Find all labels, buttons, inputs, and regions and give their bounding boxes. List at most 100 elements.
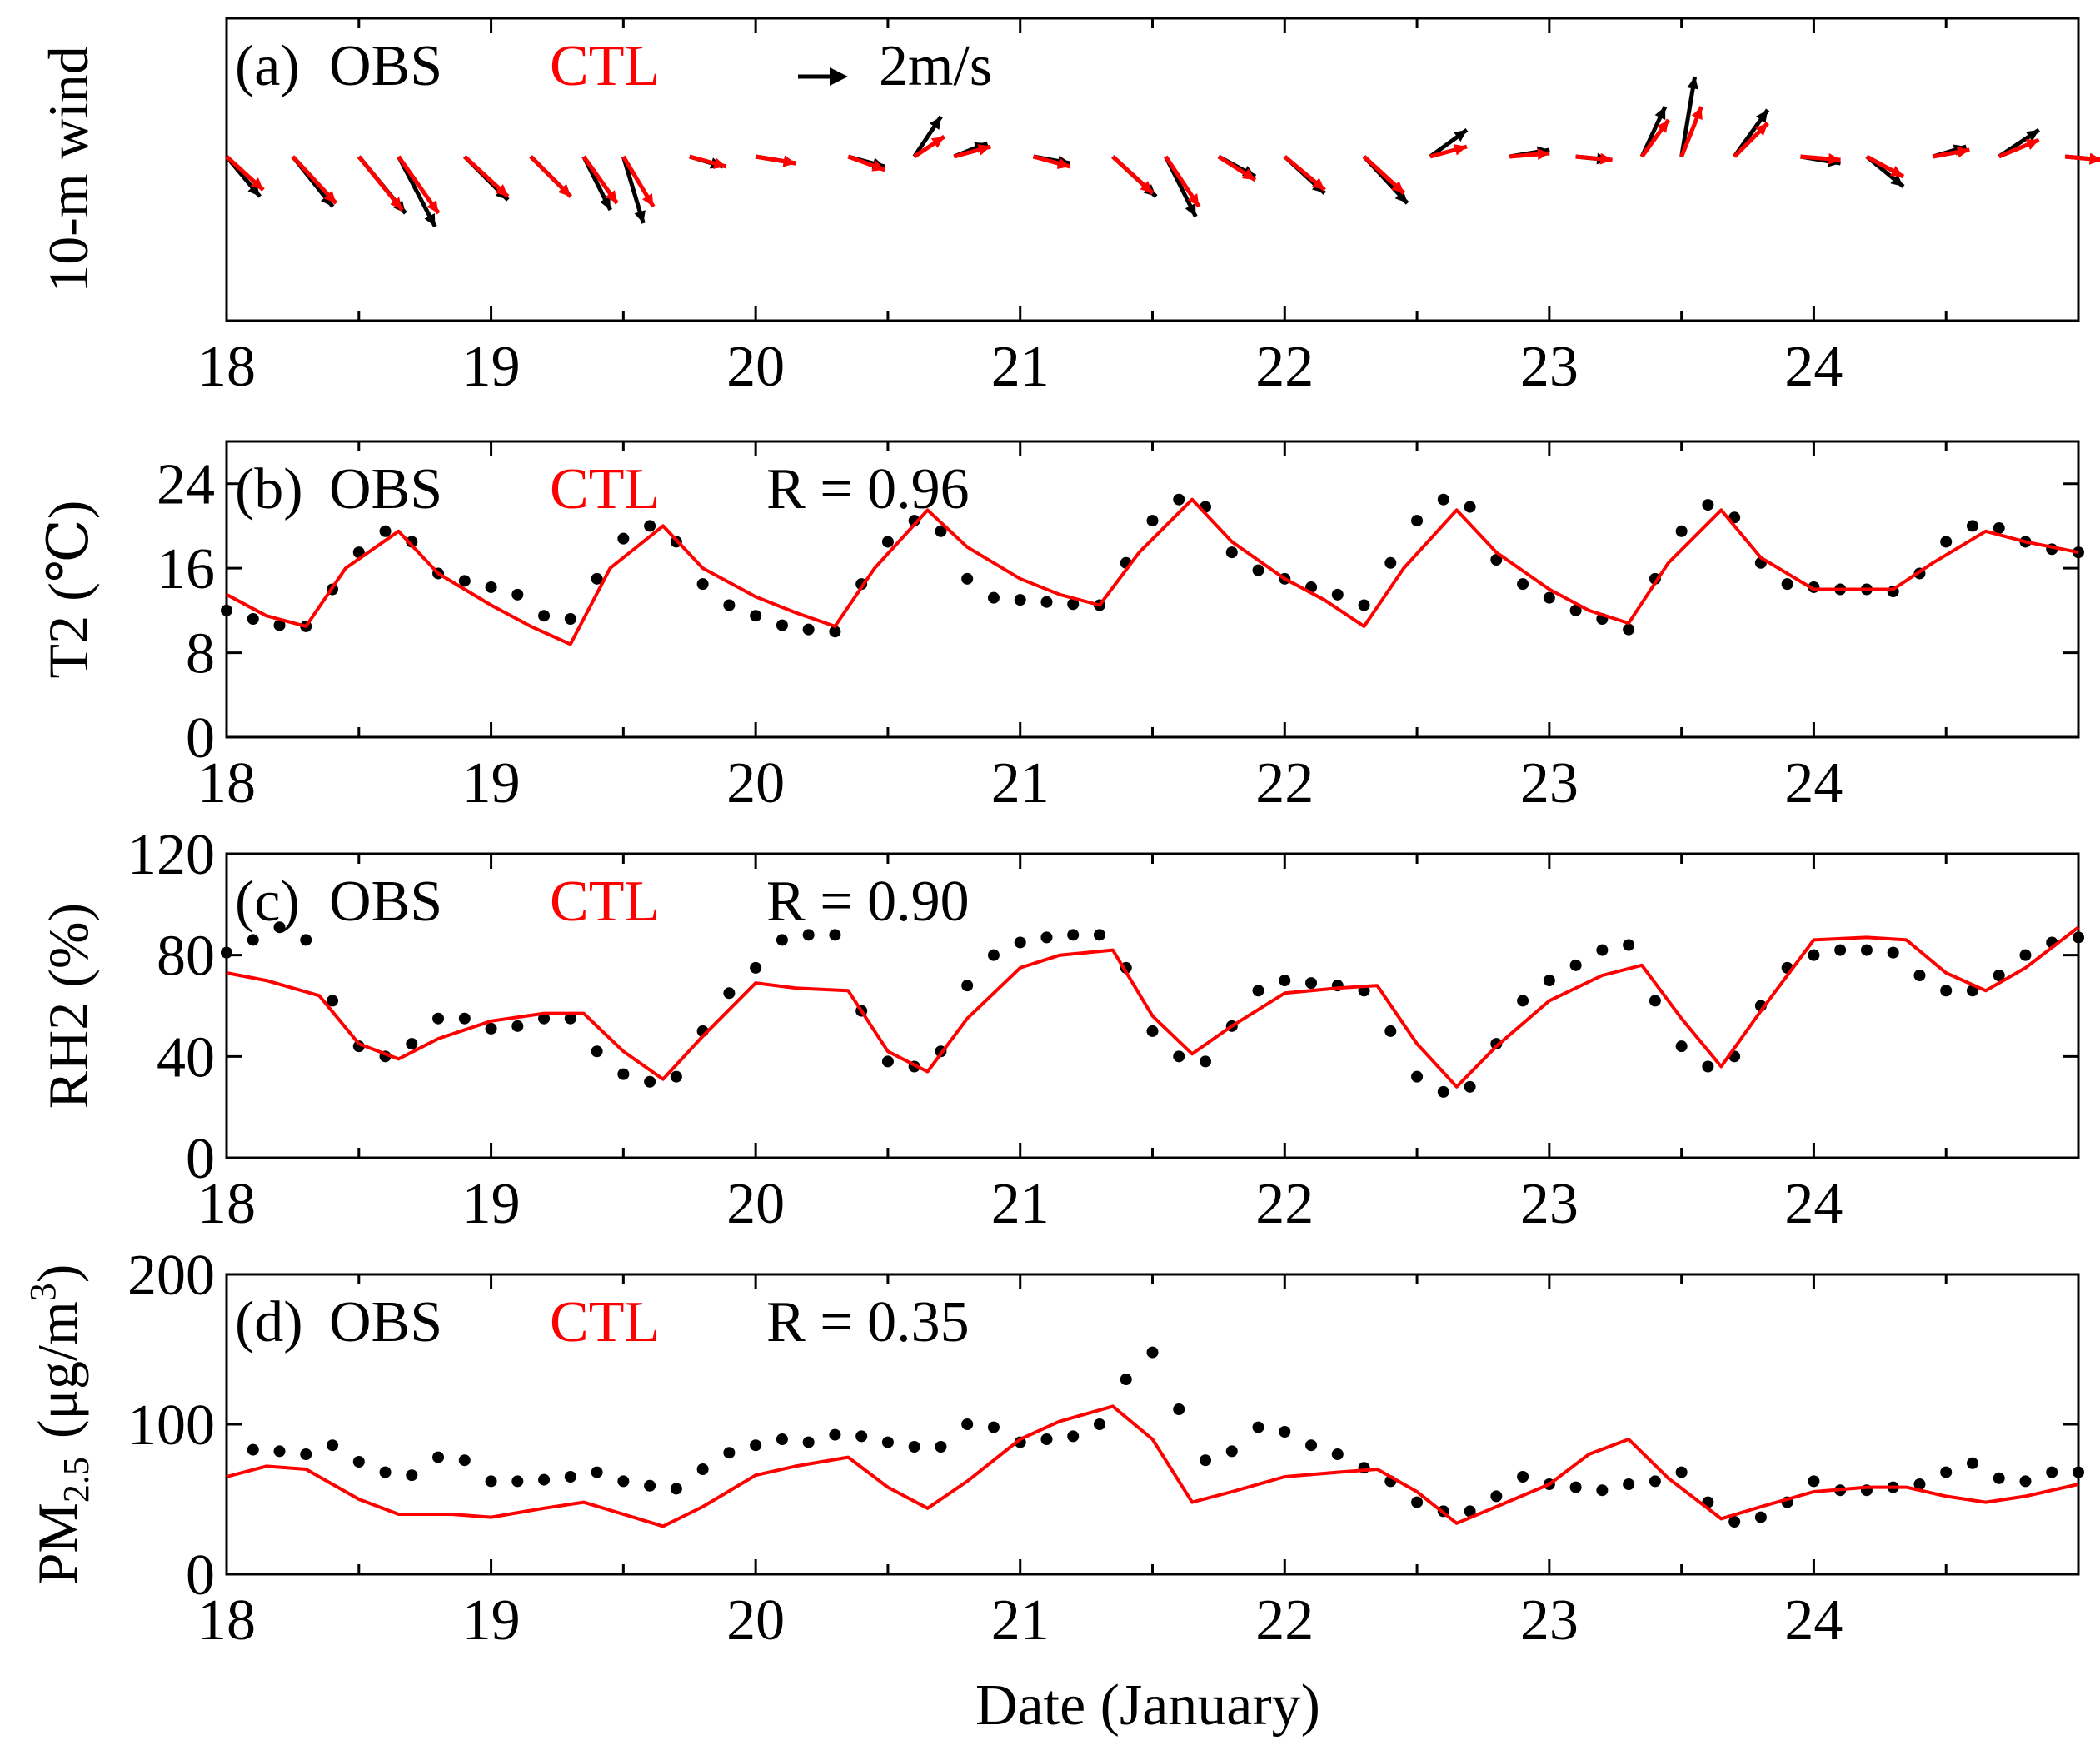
obs-point — [1993, 1472, 2005, 1484]
obs-point — [1940, 985, 1953, 997]
obs-point — [1675, 525, 1688, 537]
correlation-label: R = 0.35 — [766, 1290, 970, 1354]
obs-point — [908, 1441, 920, 1453]
obs-point — [1490, 1038, 1503, 1050]
ctl-arrow-head — [782, 155, 796, 167]
ctl-arrow-head — [713, 157, 726, 169]
ctl-line — [226, 1404, 2079, 1528]
obs-point — [1517, 995, 1529, 1007]
obs-point — [1146, 1346, 1159, 1359]
obs-point — [2073, 931, 2084, 944]
x-tick-label: 22 — [1255, 1172, 1314, 1236]
x-tick-label: 23 — [1520, 1588, 1579, 1653]
y-tick-label: 0 — [186, 1543, 215, 1608]
ctl-arrow-head — [1537, 148, 1550, 161]
obs-arrow-head — [600, 197, 611, 210]
x-tick-label: 20 — [726, 1172, 785, 1236]
obs-point — [1464, 1505, 1476, 1518]
obs-point — [1437, 1085, 1449, 1098]
y-tick-label: 80 — [157, 925, 215, 989]
obs-point — [723, 987, 736, 1000]
obs-point — [802, 623, 815, 636]
panel-a: 18 19 20 21 22 23 24 10-m wind (a) OBS CTL 2m/s — [37, 17, 2100, 399]
obs-point — [829, 929, 841, 941]
y-label-sub: 2.5 — [56, 1457, 97, 1503]
obs-point — [379, 1466, 392, 1478]
ctl-arrow-head — [495, 184, 508, 197]
x-tick-label: 24 — [1784, 1172, 1843, 1236]
obs-point — [432, 1012, 445, 1025]
obs-point — [406, 536, 418, 548]
obs-point — [670, 1483, 682, 1495]
panel-label: (b) — [235, 457, 303, 521]
legend-obs: OBS — [329, 457, 442, 521]
obs-point — [1702, 499, 1714, 511]
y-tick-label: 40 — [157, 1025, 215, 1089]
obs-point — [1173, 1403, 1185, 1415]
panel-label: (a) — [235, 34, 300, 98]
obs-point — [1517, 578, 1529, 591]
obs-point — [1543, 975, 1555, 987]
y-tick-label: 0 — [186, 1127, 215, 1191]
obs-arrow-head — [1454, 130, 1467, 142]
obs-point — [1913, 1478, 1926, 1490]
ctl-arrow-head — [1454, 144, 1467, 156]
x-tick-label: 20 — [726, 1588, 785, 1653]
obs-point — [2019, 1475, 2032, 1488]
obs-point — [1225, 1445, 1238, 1458]
ctl-line — [226, 925, 2080, 1089]
y-tick-label: 16 — [157, 537, 215, 601]
obs-point — [1860, 944, 1873, 956]
ctl-arrow-head — [1889, 165, 1903, 177]
ctl-arrow-head — [1056, 157, 1070, 169]
panel-label: (d) — [235, 1290, 303, 1354]
obs-point — [485, 1022, 497, 1035]
x-tick-label: 18 — [197, 751, 256, 815]
obs-point — [987, 949, 1000, 961]
legend-ctl: CTL — [550, 457, 660, 521]
x-tick-label: 19 — [462, 751, 521, 815]
y-tick-label: 100 — [127, 1394, 215, 1458]
obs-arrow-head — [1185, 203, 1196, 217]
obs-point — [300, 1448, 312, 1460]
legend-obs: OBS — [329, 34, 442, 98]
x-tick-label: 21 — [991, 1172, 1050, 1236]
obs-point — [564, 1471, 576, 1483]
ctl-arrow-head — [390, 197, 402, 210]
correlation-label: R = 0.90 — [766, 870, 970, 934]
obs-point — [750, 610, 762, 622]
obs-point — [485, 581, 497, 593]
plot-frame — [225, 1273, 2080, 1576]
obs-point — [458, 1454, 471, 1467]
obs-point — [1358, 599, 1370, 611]
y-label-close: ) — [26, 1264, 89, 1284]
obs-point — [406, 1038, 418, 1050]
obs-point — [327, 995, 339, 1007]
ctl-line — [226, 497, 2079, 646]
obs-arrow-head — [1756, 110, 1768, 123]
ctl-arrow-head — [1755, 123, 1768, 137]
obs-point — [1411, 515, 1424, 527]
obs-point — [1437, 493, 1449, 506]
x-tick-label: 19 — [462, 1588, 521, 1653]
obs-point — [485, 1475, 497, 1488]
obs-point — [1384, 556, 1397, 569]
obs-point — [1490, 554, 1503, 566]
obs-point — [1940, 1466, 1953, 1478]
obs-point — [1093, 929, 1105, 941]
ctl-arrow-head — [641, 193, 654, 207]
obs-point — [1623, 939, 1635, 951]
obs-point — [1808, 1475, 1820, 1488]
obs-point — [352, 1456, 365, 1468]
obs-point — [247, 934, 259, 946]
obs-point — [776, 934, 788, 946]
reference-arrow-head — [830, 67, 848, 86]
obs-point — [881, 536, 894, 548]
x-tick-label: 21 — [991, 751, 1050, 815]
obs-point — [723, 1447, 736, 1459]
x-tick-label: 23 — [1520, 751, 1579, 815]
obs-point — [2019, 949, 2032, 961]
obs-point — [1623, 1478, 1635, 1490]
plot-frame — [225, 852, 2080, 1159]
y-axis-label: T2 (℃) — [37, 501, 100, 679]
